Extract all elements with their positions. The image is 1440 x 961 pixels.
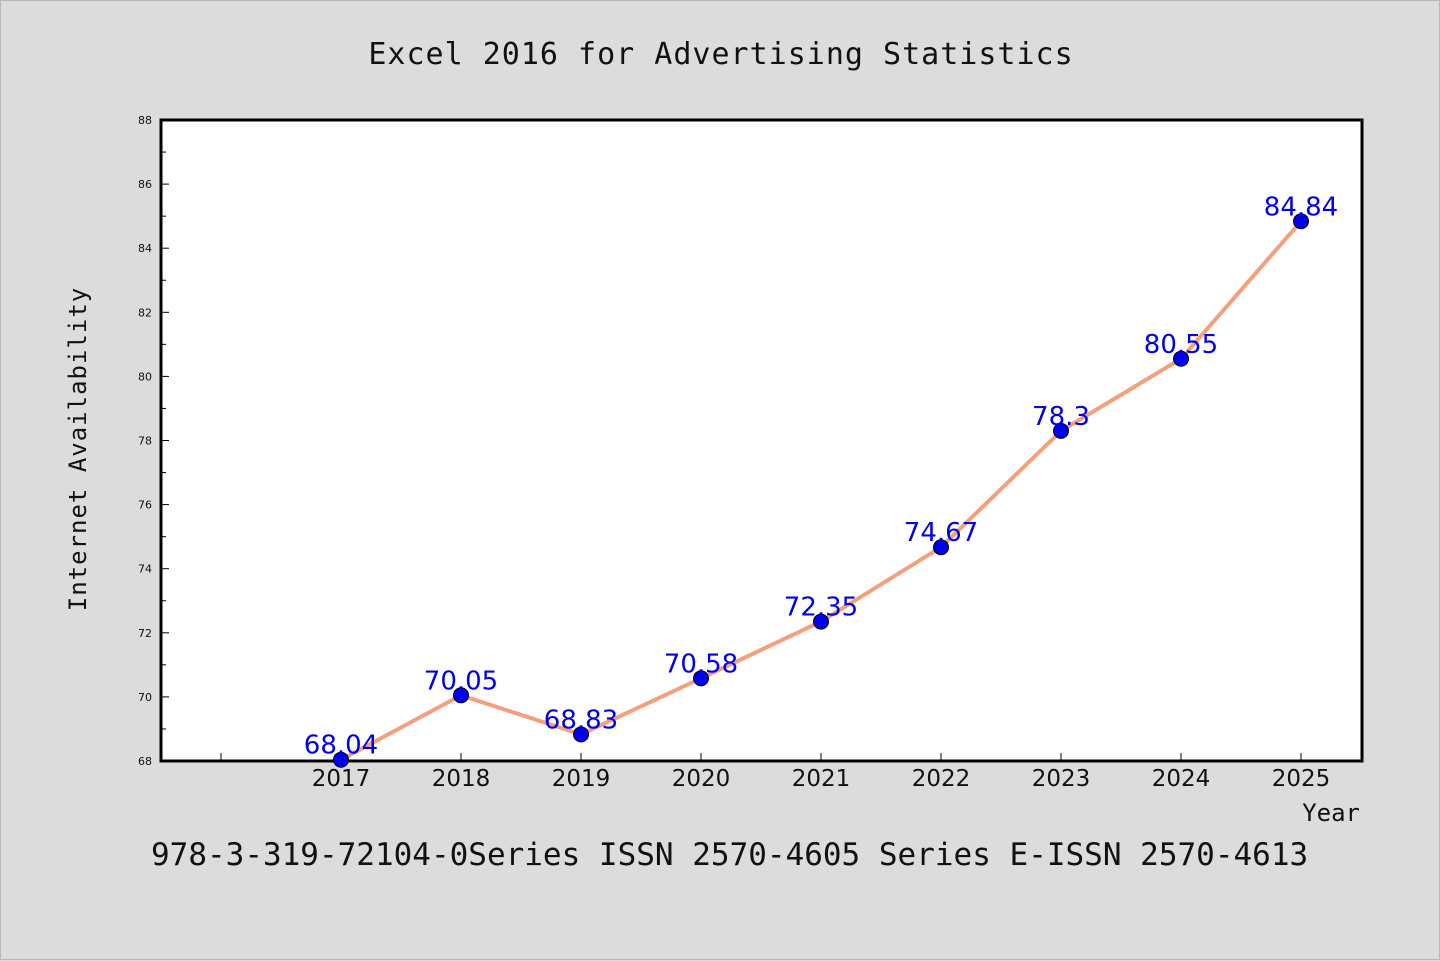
footnote: 978-3-319-72104-0Series ISSN 2570-4605 S… [151, 837, 1308, 873]
x-tick-label: 2021 [792, 766, 851, 792]
data-label: 72.35 [784, 593, 858, 623]
y-tick-label: 72 [138, 627, 152, 640]
y-axis-label: Internet Availability [64, 287, 92, 611]
data-point [693, 670, 709, 687]
plot-area [159, 118, 1364, 763]
x-tick-label: 2018 [432, 766, 491, 792]
x-axis: 2017 2018 2019 2020 2021 2022 2023 2024 2025 [220, 753, 1331, 792]
series-line-group: 68.04 70.05 68.83 70.58 72.35 74.67 78.3 80.55 8… [304, 192, 1338, 768]
data-label: 78.3 [1032, 402, 1090, 432]
y-tick-label: 80 [138, 370, 152, 383]
chart-title: Excel 2016 for Advertising Statistics [368, 37, 1073, 72]
data-point [813, 613, 829, 630]
x-axis-label: Year [1302, 799, 1360, 827]
x-tick-label: 2019 [552, 766, 611, 792]
y-tick-label: 78 [138, 435, 152, 448]
x-tick-label: 2020 [672, 766, 731, 792]
data-point [453, 687, 469, 704]
y-tick-label: 88 [138, 114, 152, 127]
y-tick-label: 68 [138, 755, 152, 768]
y-axis: 68 70 72 74 76 78 80 82 84 86 88 [138, 114, 169, 768]
data-label: 70.58 [664, 649, 738, 679]
data-point [1293, 213, 1309, 230]
data-label: 70.05 [424, 666, 498, 696]
data-point [933, 539, 949, 556]
y-tick-label: 74 [138, 563, 152, 576]
y-tick-label: 86 [138, 178, 152, 191]
y-tick-label: 84 [138, 242, 152, 255]
data-label: 80.55 [1144, 330, 1218, 360]
data-label: 74.67 [904, 518, 978, 548]
y-tick-label: 70 [138, 691, 152, 704]
x-tick-label: 2022 [912, 766, 971, 792]
data-point [1173, 350, 1189, 367]
y-tick-label: 82 [138, 306, 152, 319]
data-label: 84.84 [1264, 192, 1338, 222]
x-tick-label: 2024 [1152, 766, 1211, 792]
x-tick-label: 2017 [312, 766, 371, 792]
data-label: 68.04 [304, 731, 378, 761]
data-point [573, 726, 589, 743]
x-tick-label: 2025 [1272, 766, 1331, 792]
data-point [1053, 422, 1069, 439]
x-tick-label: 2023 [1032, 766, 1091, 792]
data-point [333, 751, 349, 768]
data-label: 68.83 [544, 705, 618, 735]
y-tick-label: 76 [138, 499, 152, 512]
